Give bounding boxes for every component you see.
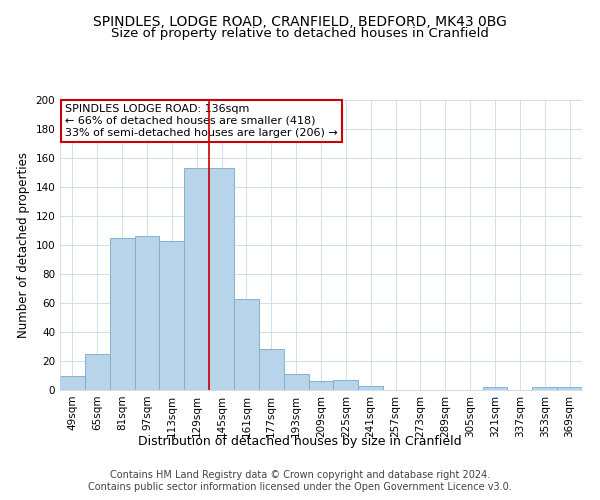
- Bar: [60, 376, 85, 390]
- Bar: [557, 387, 582, 390]
- Text: Contains public sector information licensed under the Open Government Licence v3: Contains public sector information licen…: [88, 482, 512, 492]
- Bar: [160, 240, 184, 390]
- Bar: [358, 386, 383, 390]
- Bar: [110, 238, 134, 390]
- Bar: [482, 387, 508, 390]
- Bar: [284, 374, 308, 390]
- Text: Distribution of detached houses by size in Cranfield: Distribution of detached houses by size …: [138, 435, 462, 448]
- Text: Contains HM Land Registry data © Crown copyright and database right 2024.: Contains HM Land Registry data © Crown c…: [110, 470, 490, 480]
- Text: Size of property relative to detached houses in Cranfield: Size of property relative to detached ho…: [111, 28, 489, 40]
- Text: SPINDLES LODGE ROAD: 136sqm
← 66% of detached houses are smaller (418)
33% of se: SPINDLES LODGE ROAD: 136sqm ← 66% of det…: [65, 104, 338, 138]
- Bar: [308, 382, 334, 390]
- Bar: [209, 168, 234, 390]
- Bar: [259, 350, 284, 390]
- Bar: [234, 298, 259, 390]
- Bar: [532, 387, 557, 390]
- Bar: [134, 236, 160, 390]
- Text: SPINDLES, LODGE ROAD, CRANFIELD, BEDFORD, MK43 0BG: SPINDLES, LODGE ROAD, CRANFIELD, BEDFORD…: [93, 15, 507, 29]
- Bar: [334, 380, 358, 390]
- Bar: [184, 168, 209, 390]
- Y-axis label: Number of detached properties: Number of detached properties: [17, 152, 30, 338]
- Bar: [85, 354, 110, 390]
